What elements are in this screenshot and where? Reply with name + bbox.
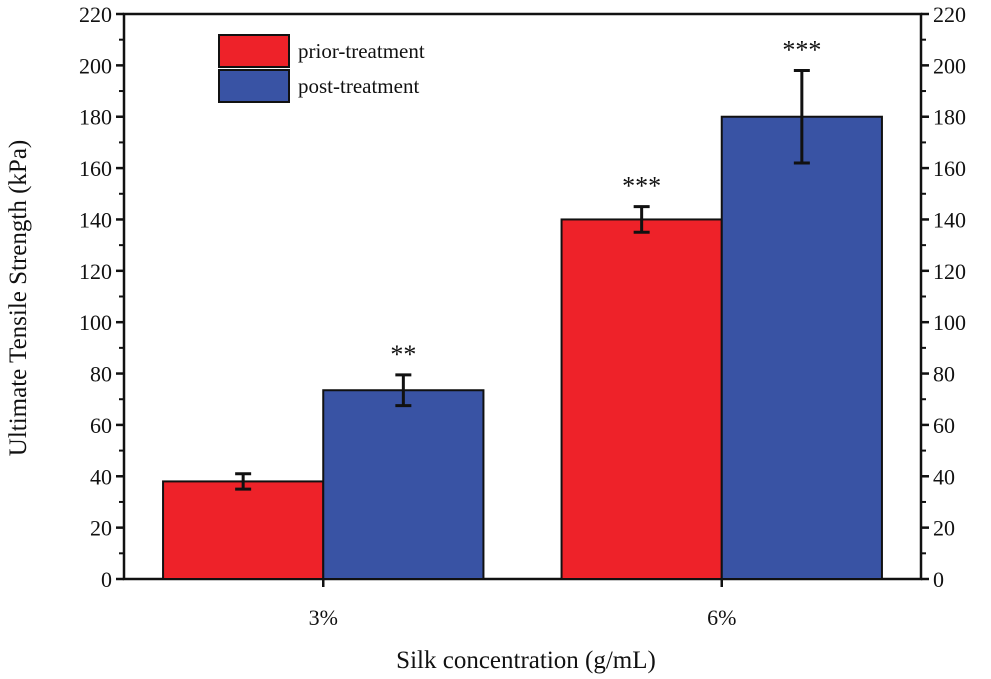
x-tick-label: 3% — [309, 605, 338, 630]
legend-swatch-post — [218, 69, 290, 103]
y-tick-label-right: 120 — [933, 259, 966, 284]
y-tick-label-right: 140 — [933, 207, 966, 232]
labels-layer: Silk concentration (g/mL) Ultimate Tensi… — [5, 140, 656, 674]
y-tick-label-left: 80 — [90, 362, 112, 387]
x-tick-label: 6% — [707, 605, 736, 630]
bar-prior-1 — [162, 480, 325, 580]
y-tick-label-left: 0 — [101, 567, 112, 592]
bars-layer: ******** — [162, 36, 883, 581]
y-tick-label-right: 0 — [933, 567, 944, 592]
y-tick-label-left: 20 — [90, 516, 112, 541]
y-tick-label-left: 120 — [79, 259, 112, 284]
y-tick-label-right: 220 — [933, 2, 966, 27]
significance-label: ** — [390, 340, 416, 369]
significance-label: *** — [622, 172, 661, 201]
x-axis-title: Silk concentration (g/mL) — [396, 647, 656, 674]
y-tick-label-right: 180 — [933, 105, 966, 130]
y-tick-label-right: 200 — [933, 53, 966, 78]
y-tick-label-left: 220 — [79, 2, 112, 27]
y-tick-label-left: 160 — [79, 156, 112, 181]
y-tick-label-left: 100 — [79, 310, 112, 335]
legend-swatch-prior — [218, 34, 290, 68]
y-tick-label-right: 100 — [933, 310, 966, 335]
y-tick-label-right: 60 — [933, 413, 955, 438]
legend: prior-treatment post-treatment — [216, 32, 498, 104]
bar-prior-2 — [560, 218, 723, 580]
y-tick-label-left: 180 — [79, 105, 112, 130]
bar-post-2 — [720, 115, 883, 581]
y-tick-label-left: 40 — [90, 464, 112, 489]
legend-label-prior: prior-treatment — [298, 39, 425, 63]
y-tick-label-right: 160 — [933, 156, 966, 181]
y-tick-label-right: 20 — [933, 516, 955, 541]
y-tick-label-left: 200 — [79, 53, 112, 78]
y-tick-label-left: 60 — [90, 413, 112, 438]
significance-label: *** — [782, 36, 821, 65]
y-tick-label-right: 80 — [933, 362, 955, 387]
y-axis-title: Ultimate Tensile Strength (kPa) — [5, 140, 32, 456]
y-tick-label-right: 40 — [933, 464, 955, 489]
axes-layer: 0 0 20 20 40 40 60 60 80 80 100 100 120 120 140 140 160 1… — [79, 2, 966, 630]
bar-post-1 — [322, 389, 485, 581]
y-tick-label-left: 140 — [79, 207, 112, 232]
legend-label-post: post-treatment — [298, 74, 419, 98]
